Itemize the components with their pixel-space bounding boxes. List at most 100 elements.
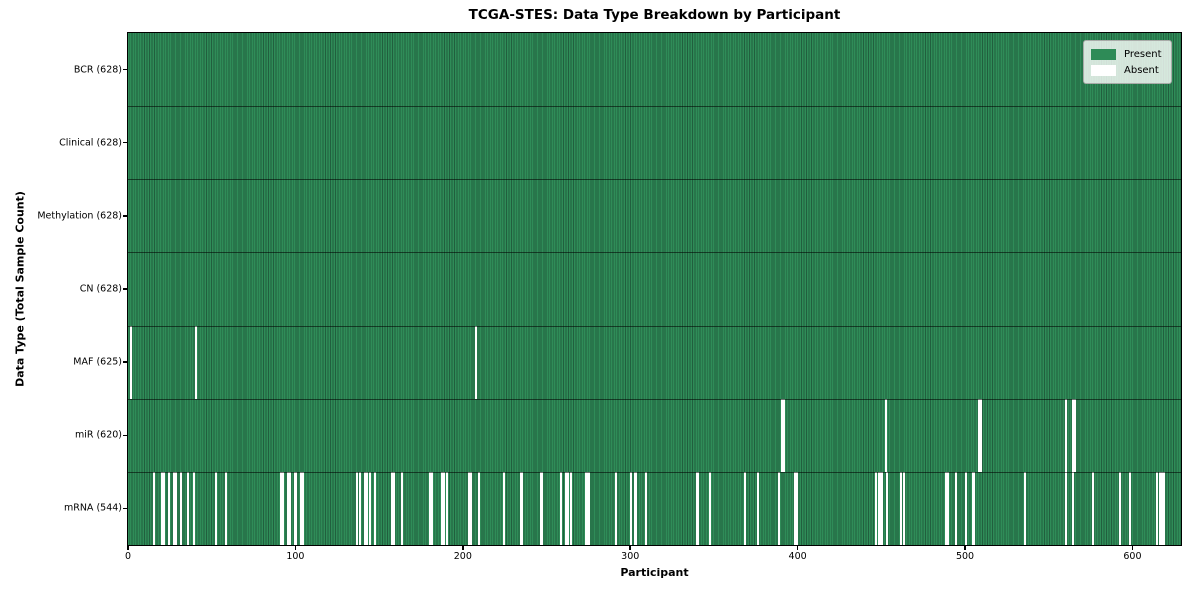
absent-stripe bbox=[881, 471, 884, 545]
legend-item-absent: Absent bbox=[1091, 62, 1162, 78]
xtick-mark bbox=[964, 545, 966, 550]
legend-item-present: Present bbox=[1091, 46, 1162, 62]
absent-stripe bbox=[186, 471, 189, 545]
absent-stripe bbox=[302, 471, 305, 545]
absent-stripe bbox=[566, 471, 569, 545]
absent-stripe bbox=[1072, 398, 1075, 472]
absent-stripe bbox=[390, 471, 393, 545]
absent-stripe bbox=[874, 471, 877, 545]
absent-stripe bbox=[780, 398, 783, 472]
row-separator bbox=[128, 325, 1181, 327]
absent-stripe bbox=[431, 471, 433, 545]
ytick-label-maf: MAF (625) bbox=[73, 356, 122, 368]
row-clinical bbox=[128, 106, 1181, 179]
ytick-mark bbox=[122, 215, 127, 217]
absent-stripe bbox=[129, 325, 132, 399]
ytick-label-cn: CN (628) bbox=[79, 283, 122, 295]
ytick-mark bbox=[122, 141, 127, 144]
row-separator bbox=[128, 179, 1181, 181]
absent-stripe bbox=[469, 471, 472, 545]
absent-stripe bbox=[1023, 471, 1026, 545]
absent-stripe bbox=[400, 471, 403, 545]
absent-stripe bbox=[355, 471, 358, 545]
absent-stripe bbox=[300, 471, 303, 545]
absent-stripe bbox=[161, 471, 164, 545]
row-separator bbox=[128, 106, 1181, 108]
ytick-label-clinical: Clinical (628) bbox=[59, 137, 122, 149]
absent-stripe bbox=[569, 471, 572, 545]
absent-stripe bbox=[194, 325, 197, 399]
xtick-mark bbox=[462, 545, 464, 550]
absent-stripe bbox=[374, 471, 377, 545]
absent-stripe bbox=[1160, 471, 1163, 545]
absent-stripe bbox=[502, 471, 505, 545]
absent-stripe bbox=[179, 471, 182, 545]
absent-stripe bbox=[519, 471, 522, 545]
plot-area bbox=[127, 32, 1182, 546]
absent-stripe bbox=[467, 471, 470, 545]
absent-stripe bbox=[645, 471, 648, 545]
row-separator bbox=[128, 471, 1181, 473]
absent-stripe bbox=[708, 471, 711, 545]
absent-stripe bbox=[886, 471, 889, 545]
xtick-label-100: 100 bbox=[286, 551, 305, 562]
xtick-label-400: 400 bbox=[788, 551, 807, 562]
absent-stripe bbox=[630, 471, 633, 545]
absent-stripe bbox=[795, 471, 798, 545]
absent-stripe bbox=[193, 471, 196, 545]
absent-stripe bbox=[1119, 471, 1122, 545]
absent-stripe bbox=[1092, 471, 1095, 545]
absent-stripe bbox=[1073, 398, 1076, 472]
xtick-mark bbox=[294, 545, 297, 550]
ytick-mark bbox=[122, 361, 127, 363]
xtick-mark bbox=[629, 545, 631, 550]
ytick-mark bbox=[122, 68, 127, 71]
absent-stripe bbox=[474, 325, 477, 399]
absent-stripe bbox=[295, 471, 298, 545]
absent-stripe bbox=[695, 471, 698, 545]
absent-stripe bbox=[564, 471, 567, 545]
absent-stripe bbox=[559, 471, 562, 545]
row-bcr bbox=[128, 33, 1181, 106]
absent-stripe bbox=[521, 471, 524, 545]
row-mrna bbox=[128, 471, 1181, 545]
xtick-label-500: 500 bbox=[955, 551, 975, 562]
absent-stripe bbox=[287, 471, 290, 545]
ytick-mark bbox=[122, 507, 127, 510]
absent-stripe bbox=[782, 398, 785, 472]
absent-swatch-icon bbox=[1091, 64, 1116, 76]
absent-stripe bbox=[965, 471, 968, 545]
row-separator bbox=[128, 398, 1181, 400]
xtick-mark bbox=[796, 545, 799, 550]
absent-stripe bbox=[442, 471, 445, 545]
row-methylation bbox=[128, 179, 1181, 252]
ytick-label-bcr: BCR (628) bbox=[73, 64, 122, 76]
absent-stripe bbox=[173, 471, 176, 545]
absent-stripe bbox=[978, 398, 981, 472]
absent-stripe bbox=[359, 471, 362, 545]
row-separator bbox=[128, 252, 1181, 254]
absent-stripe bbox=[588, 471, 591, 545]
xtick-label-200: 200 bbox=[453, 551, 472, 562]
absent-stripe bbox=[1162, 471, 1165, 545]
present-swatch-icon bbox=[1091, 48, 1116, 60]
legend-label-present: Present bbox=[1124, 48, 1162, 60]
ytick-label-methylation: Methylation (628) bbox=[37, 210, 122, 222]
absent-stripe bbox=[1065, 471, 1068, 545]
absent-stripe bbox=[879, 471, 882, 545]
absent-stripe bbox=[369, 471, 372, 545]
absent-stripe bbox=[288, 471, 291, 545]
absent-stripe bbox=[541, 471, 544, 545]
absent-stripe bbox=[225, 471, 228, 545]
absent-stripe bbox=[282, 471, 285, 545]
absent-stripe bbox=[168, 471, 171, 545]
ytick-label-mrna: mRNA (544) bbox=[63, 502, 122, 514]
absent-stripe bbox=[1072, 471, 1075, 545]
absent-stripe bbox=[944, 471, 947, 545]
absent-stripe bbox=[293, 471, 296, 545]
absent-stripe bbox=[946, 471, 949, 545]
legend: Present Absent bbox=[1083, 40, 1172, 84]
absent-stripe bbox=[884, 398, 887, 472]
row-maf bbox=[128, 325, 1181, 399]
absent-stripe bbox=[586, 471, 589, 545]
